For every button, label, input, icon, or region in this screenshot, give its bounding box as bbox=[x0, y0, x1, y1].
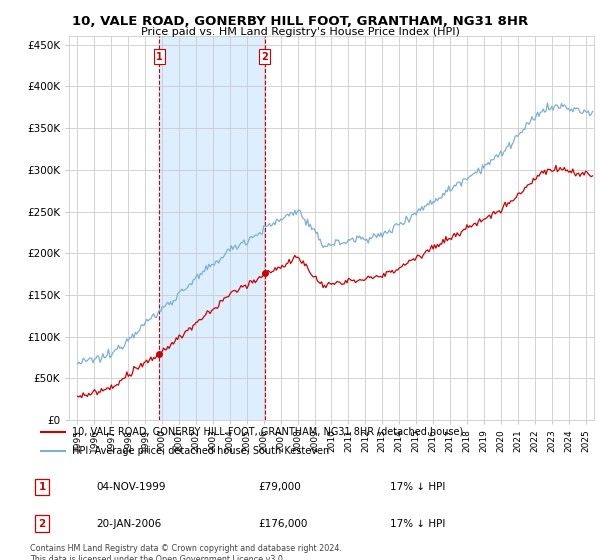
Bar bbox=[160, 36, 265, 420]
Text: 04-NOV-1999: 04-NOV-1999 bbox=[96, 482, 166, 492]
Text: 17% ↓ HPI: 17% ↓ HPI bbox=[390, 482, 445, 492]
Text: £79,000: £79,000 bbox=[258, 482, 301, 492]
Text: HPI: Average price, detached house, South Kesteven: HPI: Average price, detached house, Sout… bbox=[72, 446, 329, 456]
Text: 17% ↓ HPI: 17% ↓ HPI bbox=[390, 519, 445, 529]
Text: 10, VALE ROAD, GONERBY HILL FOOT, GRANTHAM, NG31 8HR (detached house): 10, VALE ROAD, GONERBY HILL FOOT, GRANTH… bbox=[72, 427, 463, 437]
Text: 20-JAN-2006: 20-JAN-2006 bbox=[96, 519, 161, 529]
Text: 10, VALE ROAD, GONERBY HILL FOOT, GRANTHAM, NG31 8HR: 10, VALE ROAD, GONERBY HILL FOOT, GRANTH… bbox=[72, 15, 528, 27]
Text: 1: 1 bbox=[156, 52, 163, 62]
Text: £176,000: £176,000 bbox=[258, 519, 307, 529]
Text: Contains HM Land Registry data © Crown copyright and database right 2024.
This d: Contains HM Land Registry data © Crown c… bbox=[30, 544, 342, 560]
Text: 1: 1 bbox=[38, 482, 46, 492]
Text: 2: 2 bbox=[38, 519, 46, 529]
Text: 2: 2 bbox=[261, 52, 268, 62]
Text: Price paid vs. HM Land Registry's House Price Index (HPI): Price paid vs. HM Land Registry's House … bbox=[140, 27, 460, 37]
